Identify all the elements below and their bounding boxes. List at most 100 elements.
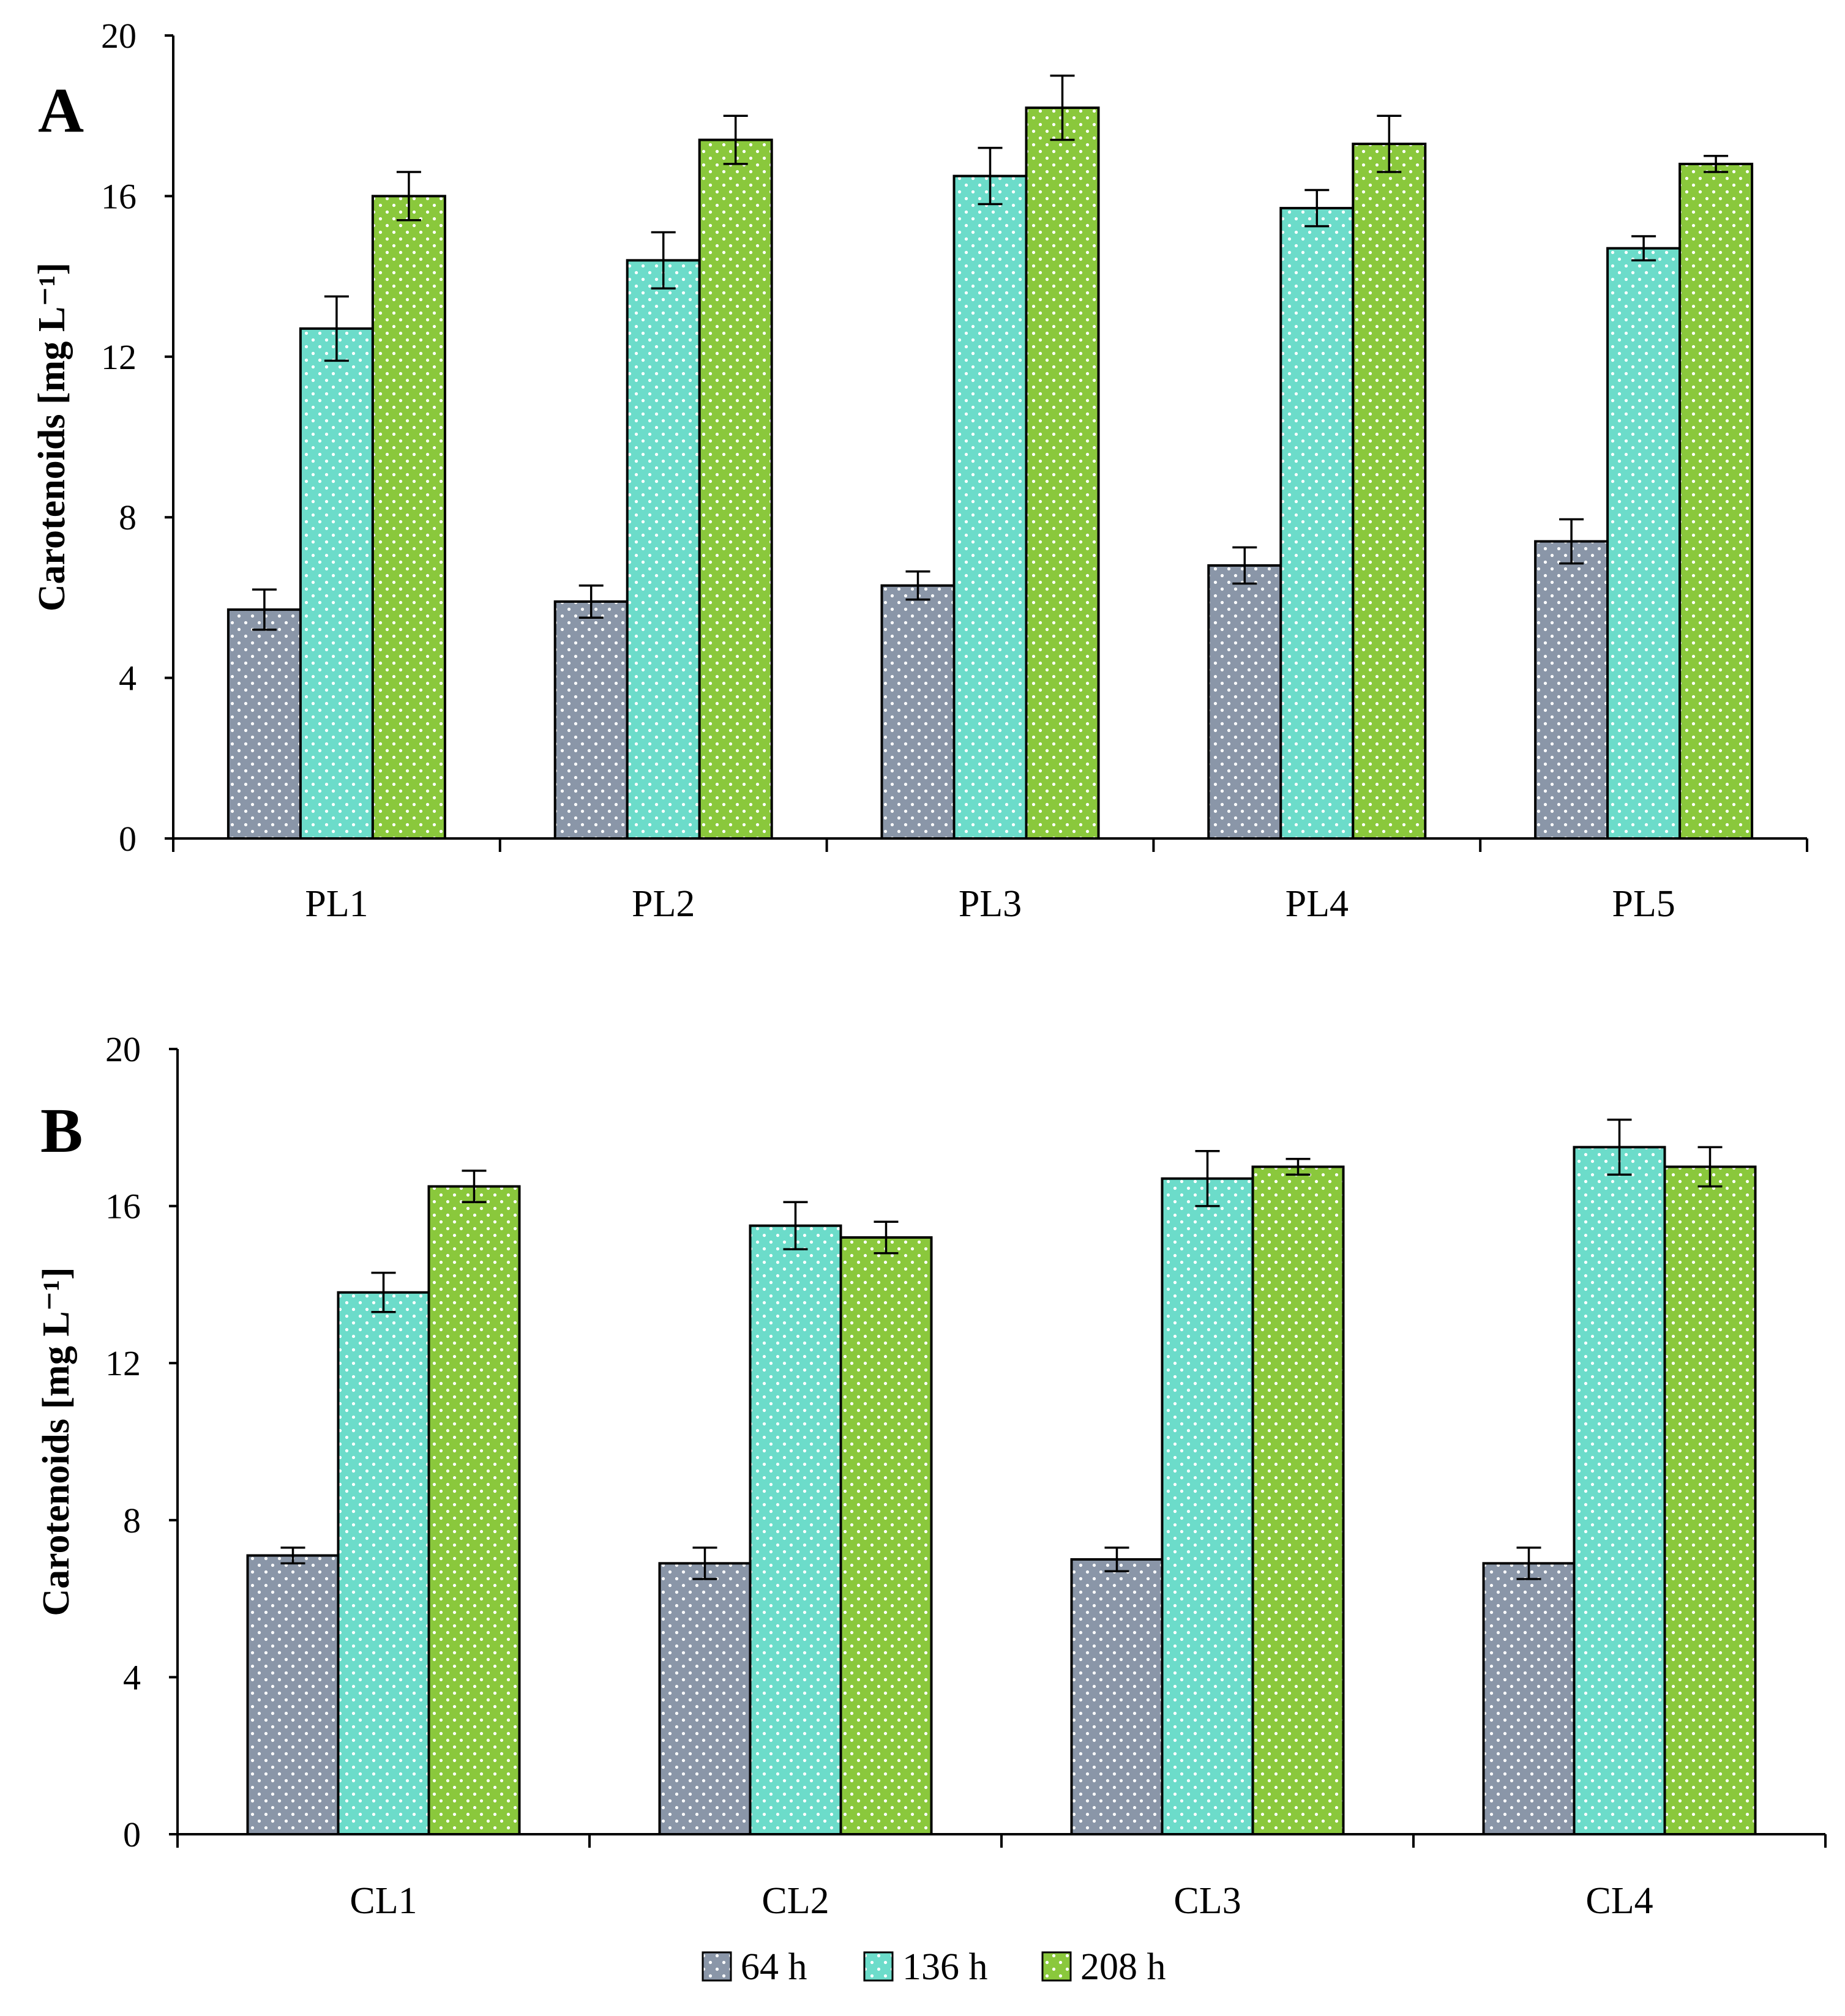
y-tick-label: 20 — [101, 16, 137, 56]
y-tick-label: 0 — [119, 819, 137, 859]
y-tick-label: 4 — [123, 1657, 141, 1697]
bar-outline — [1025, 106, 1100, 840]
category-label: CL2 — [762, 1880, 829, 1922]
bar — [1534, 540, 1609, 840]
bar — [1025, 106, 1100, 840]
error-bar — [1377, 114, 1402, 173]
error-bar — [396, 171, 421, 222]
error-bar — [874, 1220, 899, 1255]
bar-outline — [1352, 143, 1427, 840]
bar — [246, 1554, 340, 1835]
error-bar — [1516, 1546, 1541, 1580]
category-label: PL1 — [305, 883, 368, 925]
legend-label: 136 h — [902, 1946, 988, 1988]
bar-outline — [226, 608, 302, 840]
error-bar — [1104, 1546, 1129, 1572]
error-bar — [1286, 1157, 1311, 1176]
bar — [1251, 1165, 1345, 1835]
error-bar — [651, 231, 676, 290]
legend-swatch-outline — [1041, 1951, 1072, 1982]
error-bar — [1697, 1146, 1723, 1188]
bar — [749, 1224, 842, 1836]
bar-outline — [1663, 1165, 1757, 1835]
bar — [839, 1236, 933, 1836]
bar — [952, 174, 1028, 840]
bar-outline — [658, 1562, 752, 1835]
bar-outline — [1161, 1177, 1254, 1835]
bar-outline — [880, 584, 956, 840]
error-bar — [1195, 1150, 1220, 1208]
error-bar — [462, 1170, 487, 1203]
bar-outline — [1251, 1165, 1345, 1835]
bar-outline — [246, 1554, 340, 1835]
error-bar — [324, 295, 349, 362]
bar-outline — [1678, 162, 1754, 840]
error-bar — [692, 1546, 717, 1580]
bar — [1678, 162, 1754, 840]
bar — [1070, 1558, 1164, 1835]
error-bar — [1631, 235, 1656, 262]
bar-outline — [952, 174, 1028, 840]
error-bar — [723, 114, 748, 165]
bar-outline — [1207, 564, 1282, 840]
legend-label: 208 h — [1080, 1946, 1166, 1988]
error-bar — [280, 1546, 305, 1565]
category-label: CL4 — [1585, 1880, 1653, 1922]
legend: 64 h 136 h 208 h — [702, 1946, 1166, 1988]
error-bar — [905, 570, 930, 601]
bar-outline — [1482, 1562, 1576, 1835]
y-tick-label: 12 — [105, 1343, 141, 1383]
error-bar — [1559, 518, 1584, 565]
y-axis-label: Carotenoids [mg L⁻¹] — [31, 263, 73, 611]
error-bar — [978, 146, 1003, 206]
bar-outline — [626, 259, 701, 840]
bar — [1352, 143, 1427, 840]
y-tick-label: 8 — [123, 1501, 141, 1540]
legend-swatch-outline — [702, 1951, 732, 1982]
y-tick-label: 0 — [123, 1815, 141, 1854]
category-label: PL3 — [959, 883, 1022, 925]
bar-outline — [1573, 1146, 1666, 1835]
category-label: CL3 — [1173, 1880, 1241, 1922]
bar — [1161, 1177, 1254, 1835]
bar-outline — [698, 138, 773, 840]
y-axis-label: Carotenoids [mg L⁻¹] — [36, 1267, 77, 1616]
category-label: PL4 — [1286, 883, 1349, 925]
bar — [1279, 207, 1355, 840]
y-tick-label: 8 — [119, 498, 137, 537]
error-bar — [252, 588, 277, 631]
bar-outline — [1606, 247, 1682, 840]
bar — [371, 195, 446, 840]
legend-label: 64 h — [741, 1946, 807, 1988]
error-bar — [1704, 155, 1729, 173]
bar-outline — [839, 1236, 933, 1836]
y-tick-label: 16 — [101, 176, 137, 216]
bar — [1482, 1562, 1576, 1835]
chart-panel-b: 0 4 8 12 16 20 Carotenoids [mg L⁻¹] B CL1 CL2 CL3 C… — [36, 1029, 1827, 1922]
bar — [337, 1291, 430, 1835]
error-bar — [1304, 189, 1330, 228]
bar-outline — [553, 600, 629, 840]
bar-outline — [1070, 1558, 1164, 1835]
legend-swatch-outline — [863, 1951, 894, 1982]
category-label: PL5 — [1612, 883, 1675, 925]
error-bar — [1607, 1118, 1632, 1176]
bar-outline — [371, 195, 446, 840]
error-bar — [783, 1201, 808, 1250]
y-tick-label: 20 — [105, 1029, 141, 1069]
error-bar — [1232, 546, 1257, 585]
bar — [1606, 247, 1682, 840]
error-bar — [371, 1271, 396, 1313]
bar-outline — [427, 1185, 521, 1835]
bar — [1663, 1165, 1757, 1835]
bar — [880, 584, 956, 840]
error-bar — [578, 584, 604, 619]
bar — [427, 1185, 521, 1835]
chart-panel-a: 0 4 8 12 16 20 Carotenoids [mg L⁻¹] A PL1 PL2 PL3 P… — [31, 16, 1808, 925]
bar-outline — [1279, 207, 1355, 840]
panel-letter: A — [38, 75, 84, 146]
panel-letter: B — [40, 1096, 83, 1166]
bar — [1573, 1146, 1666, 1835]
y-tick-label: 16 — [105, 1187, 141, 1226]
